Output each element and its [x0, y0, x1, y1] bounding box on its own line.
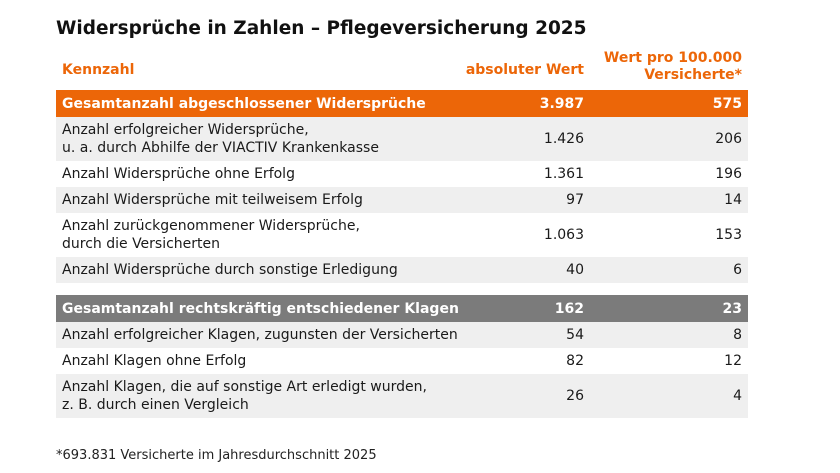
row-label-line-1: Anzahl Widersprüche durch sonstige Erled… [62, 262, 398, 278]
row-label-line-1: Anzahl Widersprüche ohne Erfolg [62, 166, 295, 182]
table-row: Anzahl Widersprüche ohne Erfolg 1.361 196 [56, 161, 748, 187]
absolute-value: 97 [566, 192, 584, 208]
total-absolute-value: 3.987 [539, 95, 584, 112]
per100k-value: 153 [715, 227, 742, 243]
table-row: Anzahl Widersprüche mit teilweisem Erfol… [56, 187, 748, 213]
per100k-value: 4 [733, 388, 742, 404]
chart-title: Widersprüche in Zahlen – Pflegeversicher… [56, 18, 587, 39]
table-row: Anzahl Klagen ohne Erfolg 82 12 [56, 348, 748, 374]
absolute-value: 82 [566, 353, 584, 369]
row-label-line-1: Anzahl Klagen ohne Erfolg [62, 353, 247, 369]
per100k-value: 196 [715, 166, 742, 182]
absolute-value: 1.361 [543, 166, 584, 182]
section-gap [56, 283, 748, 295]
row-label: Anzahl erfolgreicher Widersprüche, u. a. … [62, 121, 502, 157]
total-per100k-value: 23 [722, 300, 742, 317]
column-header-kennzahl: Kennzahl [62, 62, 135, 78]
row-label: Anzahl Klagen, die auf sonstige Art erle… [62, 378, 502, 414]
table-row: Anzahl zurückgenommener Widersprüche, dur… [56, 213, 748, 257]
per100k-value: 6 [733, 262, 742, 278]
per100k-value: 8 [733, 327, 742, 343]
table-body: Gesamtanzahl abgeschlossener Widersprüch… [56, 90, 748, 418]
row-label: Anzahl Widersprüche ohne Erfolg [62, 165, 502, 183]
column-header-per100k: Wert pro 100.000 Versicherte* [603, 50, 742, 83]
column-header-absolute: absoluter Wert [465, 62, 584, 78]
table-row: Anzahl erfolgreicher Widersprüche, u. a. … [56, 117, 748, 161]
total-per100k-value: 575 [712, 95, 742, 112]
row-label: Anzahl zurückgenommener Widersprüche, dur… [62, 217, 502, 253]
per100k-value: 14 [724, 192, 742, 208]
total-absolute-value: 162 [554, 300, 584, 317]
row-label: Anzahl Widersprüche durch sonstige Erled… [62, 261, 502, 279]
absolute-value: 1.063 [543, 227, 584, 243]
absolute-value: 1.426 [543, 131, 584, 147]
total-row: Gesamtanzahl rechtskräftig entschiedener… [56, 295, 748, 322]
row-label-line-2: z. B. durch einen Vergleich [62, 397, 249, 413]
per100k-value: 12 [724, 353, 742, 369]
absolute-value: 54 [566, 327, 584, 343]
absolute-value: 26 [566, 388, 584, 404]
row-label-line-2: durch die Versicherten [62, 236, 221, 252]
row-label-line-1: Anzahl zurückgenommener Widersprüche, [62, 218, 360, 234]
table-header: Kennzahl absoluter Wert Wert pro 100.000… [56, 48, 748, 90]
row-label: Anzahl Widersprüche mit teilweisem Erfol… [62, 191, 502, 209]
footnote: *693.831 Versicherte im Jahresdurchschni… [56, 448, 377, 463]
row-label-line-1: Anzahl Widersprüche mit teilweisem Erfol… [62, 192, 363, 208]
total-label: Gesamtanzahl abgeschlossener Widersprüch… [62, 95, 426, 112]
per100k-value: 206 [715, 131, 742, 147]
row-label: Anzahl erfolgreicher Klagen, zugunsten d… [62, 326, 502, 344]
row-label-line-1: Anzahl erfolgreicher Widersprüche, [62, 122, 309, 138]
absolute-value: 40 [566, 262, 584, 278]
row-label-line-2: u. a. durch Abhilfe der VIACTIV Krankenk… [62, 140, 379, 156]
row-label-line-1: Anzahl erfolgreicher Klagen, zugunsten d… [62, 327, 458, 343]
row-label-line-1: Anzahl Klagen, die auf sonstige Art erle… [62, 379, 427, 395]
table-row: Anzahl Klagen, die auf sonstige Art erle… [56, 374, 748, 418]
data-table: Kennzahl absoluter Wert Wert pro 100.000… [56, 48, 748, 418]
row-label: Anzahl Klagen ohne Erfolg [62, 352, 502, 370]
table-row: Anzahl Widersprüche durch sonstige Erled… [56, 257, 748, 283]
total-row: Gesamtanzahl abgeschlossener Widersprüch… [56, 90, 748, 117]
total-label: Gesamtanzahl rechtskräftig entschiedener… [62, 300, 459, 317]
table-row: Anzahl erfolgreicher Klagen, zugunsten d… [56, 322, 748, 348]
